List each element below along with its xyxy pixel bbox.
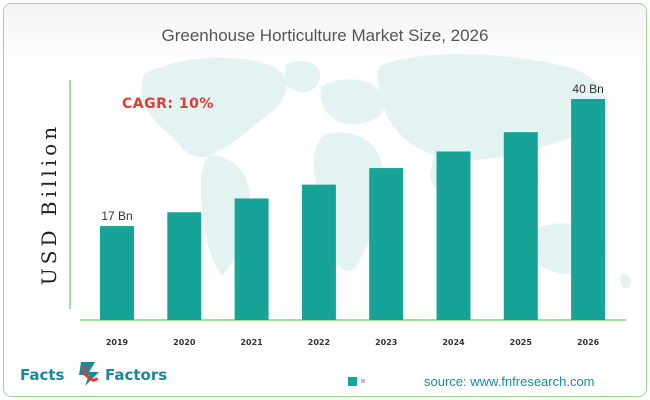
x-tick-label-2021: 2021 [240, 338, 263, 347]
x-tick-label-2022: 2022 [308, 338, 330, 347]
data-label-2026: 40 Bn [572, 82, 603, 96]
chart-frame: Greenhouse Horticulture Market Size, 202… [3, 3, 647, 397]
y-axis-label: USD Billion [37, 122, 61, 286]
x-tick-label-2023: 2023 [375, 338, 397, 347]
bar-2023 [369, 168, 404, 320]
bar-2026 [571, 99, 606, 320]
ampersand-logo-icon [79, 362, 99, 386]
logo-text-right: Factors [105, 366, 168, 384]
bar-2025 [503, 132, 538, 320]
bar-chart: 17 Bn 40 Bn 2019 2020 2021 2022 2023 2024 2025 2… [69, 80, 626, 347]
facts-factors-logo: Facts Factors [20, 356, 190, 396]
x-tick-label-2024: 2024 [442, 338, 465, 347]
bar-2020 [167, 212, 202, 320]
source-text: source: www.fnfresearch.com [424, 374, 595, 389]
x-tick-label-2019: 2019 [106, 338, 129, 347]
legend-marker [361, 379, 365, 383]
bar-2022 [301, 184, 336, 320]
chart-title: Greenhouse Horticulture Market Size, 202… [161, 26, 489, 45]
x-tick-label-2026: 2026 [577, 338, 600, 347]
world-map-background [141, 53, 631, 289]
bar-2024 [436, 151, 471, 320]
legend-swatch [348, 377, 357, 386]
bar-2021 [234, 198, 269, 320]
logo-text-left: Facts [20, 366, 65, 384]
x-tick-label-2025: 2025 [510, 338, 533, 347]
x-tick-label-2020: 2020 [173, 338, 196, 347]
title-bar: Greenhouse Horticulture Market Size, 202… [4, 4, 646, 66]
data-label-2019: 17 Bn [101, 209, 132, 223]
bar-2019 [100, 226, 134, 320]
cagr-annotation: CAGR: 10% [122, 96, 214, 112]
